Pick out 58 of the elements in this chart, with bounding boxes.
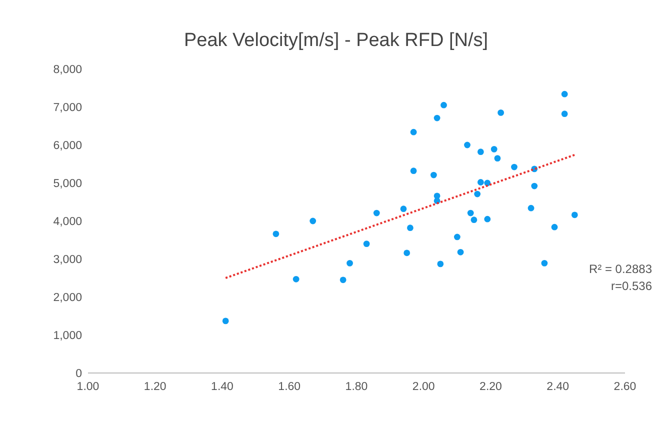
y-tick-label: 2,000 xyxy=(53,292,82,304)
y-tick-label: 0 xyxy=(76,368,82,380)
point xyxy=(340,276,346,284)
x-tick-label: 2.40 xyxy=(546,381,570,393)
x-tick-label: 1.00 xyxy=(76,381,100,393)
point xyxy=(561,110,568,118)
point xyxy=(400,206,407,212)
point xyxy=(477,179,484,186)
point xyxy=(571,212,578,218)
point xyxy=(531,182,538,190)
y-tick-label: 5,000 xyxy=(53,178,82,190)
y-tick-label: 7,000 xyxy=(53,102,82,114)
point xyxy=(464,142,470,148)
point xyxy=(477,148,484,156)
point xyxy=(346,260,353,266)
point xyxy=(404,250,410,256)
point xyxy=(484,216,491,222)
x-tick-label: 1.80 xyxy=(345,381,368,393)
x-tick-label: 2.60 xyxy=(614,381,636,393)
point xyxy=(407,224,414,232)
y-tick-label: 3,000 xyxy=(53,254,82,266)
point xyxy=(511,164,518,170)
point xyxy=(551,224,558,230)
y-tick-label: 4,000 xyxy=(53,216,82,228)
point xyxy=(494,155,501,162)
chart-title: Peak Velocity[m/s] - Peak RFD [N/s] xyxy=(184,30,488,51)
point xyxy=(440,102,447,108)
point xyxy=(457,248,464,256)
point xyxy=(373,210,380,216)
point xyxy=(561,90,568,98)
point xyxy=(437,260,444,268)
y-tick-label: 6,000 xyxy=(53,140,82,152)
point xyxy=(498,110,504,116)
x-tick-label: 1.60 xyxy=(278,381,301,393)
point xyxy=(410,128,417,136)
point xyxy=(222,318,229,324)
annotation: r=0.536 xyxy=(610,279,652,293)
point xyxy=(528,204,534,212)
point xyxy=(467,210,474,216)
point xyxy=(541,260,548,266)
x-tick-label: 2.20 xyxy=(480,381,502,393)
point xyxy=(490,146,498,152)
point xyxy=(470,216,478,224)
point xyxy=(310,218,316,224)
point xyxy=(430,172,437,178)
point xyxy=(363,240,370,247)
point xyxy=(434,114,440,122)
point xyxy=(454,234,460,240)
x-tick-label: 1.40 xyxy=(211,381,234,393)
point xyxy=(474,190,481,198)
y-tick-label: 8,000 xyxy=(53,64,82,76)
annotation: R² = 0.2883 xyxy=(588,262,652,276)
x-tick-label: 2.00 xyxy=(412,381,435,393)
point xyxy=(292,276,300,282)
point xyxy=(410,168,417,174)
x-tick-label: 1.20 xyxy=(144,381,166,393)
point xyxy=(272,230,280,238)
y-tick-label: 1,000 xyxy=(53,330,82,342)
